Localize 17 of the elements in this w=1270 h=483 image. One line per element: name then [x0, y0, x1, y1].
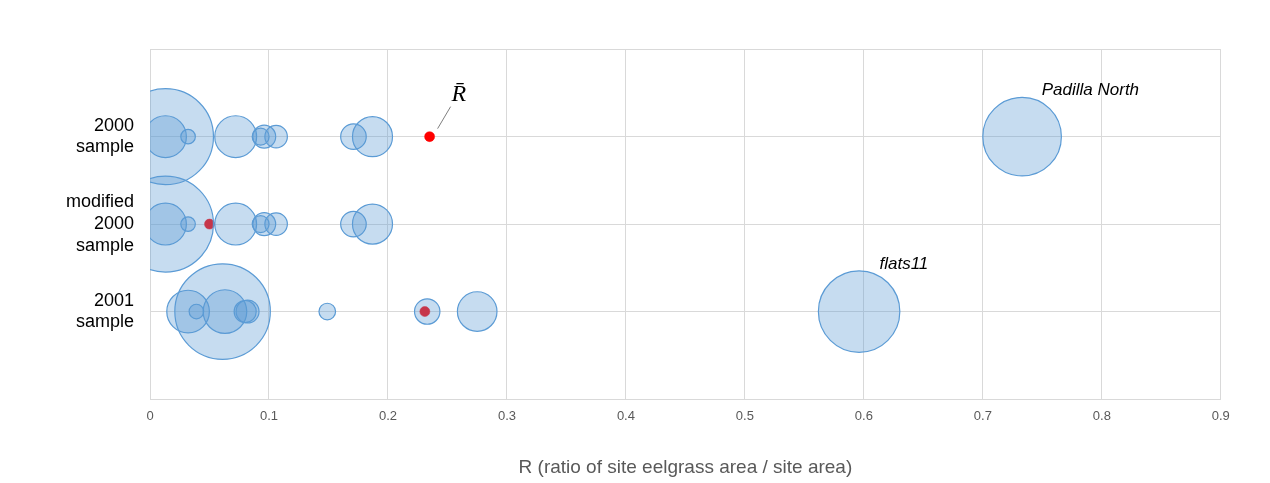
x-tick-label: 0.7 [973, 408, 992, 424]
y-tick-label: 2000 sample [75, 114, 134, 157]
x-tick-label: 0.4 [616, 408, 635, 424]
x-tick-label: 0.3 [497, 408, 516, 424]
x-tick-label: 0.8 [1092, 408, 1111, 424]
annotation: Padilla North [1041, 80, 1140, 100]
x-tick-label: 0.6 [854, 408, 873, 424]
x-tick-label: 0.2 [378, 408, 397, 424]
annotation: R̄ [450, 79, 467, 106]
x-tick-label: 0.5 [735, 408, 754, 424]
x-tick-label: 0.9 [1211, 408, 1230, 424]
x-tick-label: 0 [146, 408, 154, 424]
y-tick-label: modified 2000 sample [65, 191, 134, 255]
annotation: flats11 [879, 253, 929, 273]
x-tick-label: 0.1 [259, 408, 279, 424]
y-tick-label: 2001 sample [75, 289, 134, 332]
x-axis-title: R (ratio of site eelgrass area / site area) [518, 455, 853, 477]
